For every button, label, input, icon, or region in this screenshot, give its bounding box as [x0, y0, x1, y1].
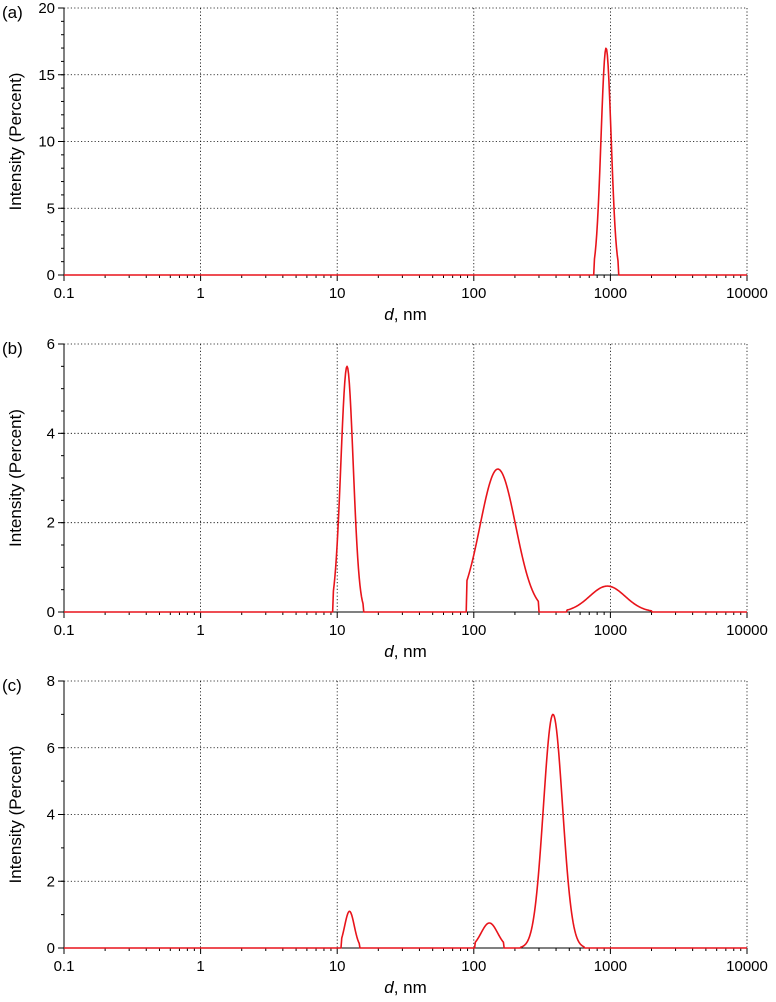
x-tick-label: 100 [461, 622, 486, 639]
series-line-1 [63, 47, 748, 276]
x-tick-label: 1000 [594, 622, 627, 639]
x-tick-label: 10000 [726, 622, 768, 639]
y-tick-label: 10 [38, 134, 55, 151]
y-tick-label: 4 [47, 807, 55, 824]
series-line-1 [63, 713, 748, 949]
x-axis-label-symbol: d [384, 642, 394, 661]
x-tick-label: 100 [461, 285, 486, 302]
x-tick-label: 10000 [726, 958, 768, 975]
y-tick-label: 6 [47, 740, 55, 757]
y-tick-label: 2 [47, 515, 55, 532]
x-axis-label-unit: , nm [394, 978, 427, 997]
x-axis-label-unit: , nm [394, 642, 427, 661]
y-tick-label: 0 [47, 604, 55, 621]
x-tick-label: 10 [329, 285, 346, 302]
y-tick-label: 20 [38, 0, 55, 17]
x-axis-label-unit: , nm [394, 305, 427, 324]
y-tick-label: 4 [47, 425, 55, 442]
x-tick-label: 1 [196, 622, 204, 639]
y-axis-label: Intensity (Percent) [6, 73, 25, 211]
x-axis-label: d, nm [384, 305, 427, 324]
x-tick-label: 0.1 [54, 958, 75, 975]
panel-label: (a) [2, 3, 23, 22]
panel-label: (c) [2, 676, 22, 695]
chart-panel-3: 0.1 1 10 100 1000 10000 0 2 4 6 8 (c) Intensity (Per… [2, 673, 768, 997]
x-tick-label: 1000 [594, 285, 627, 302]
x-tick-label: 10 [329, 958, 346, 975]
x-tick-label: 1 [196, 958, 204, 975]
x-tick-label: 10000 [726, 285, 768, 302]
y-tick-label: 6 [47, 336, 55, 353]
panel-label: (b) [2, 339, 23, 358]
x-tick-label: 1 [196, 285, 204, 302]
x-axis-label-symbol: d [384, 978, 394, 997]
y-tick-label: 0 [47, 940, 55, 957]
y-tick-label: 8 [47, 673, 55, 690]
x-tick-label: 0.1 [54, 285, 75, 302]
y-tick-label: 2 [47, 873, 55, 890]
x-axis-label-symbol: d [384, 305, 394, 324]
x-axis-label: d, nm [384, 978, 427, 997]
chart-panel-2: 0.1 1 10 100 1000 10000 0 2 4 6 (b) Intensity (Perc… [2, 336, 768, 661]
x-tick-label: 10 [329, 622, 346, 639]
x-tick-label: 1000 [594, 958, 627, 975]
y-tick-label: 15 [38, 67, 55, 84]
y-tick-label: 0 [47, 267, 55, 284]
chart-panel-1: 0.1 1 10 100 1000 10000 0 5 10 15 20 (a) Intensity (… [2, 0, 768, 324]
y-axis-label: Intensity (Percent) [6, 746, 25, 884]
x-tick-label: 0.1 [54, 622, 75, 639]
y-axis-label: Intensity (Percent) [6, 409, 25, 547]
x-axis-label: d, nm [384, 642, 427, 661]
y-tick-label: 5 [47, 200, 55, 217]
series-line-1 [63, 365, 748, 613]
x-tick-label: 100 [461, 958, 486, 975]
